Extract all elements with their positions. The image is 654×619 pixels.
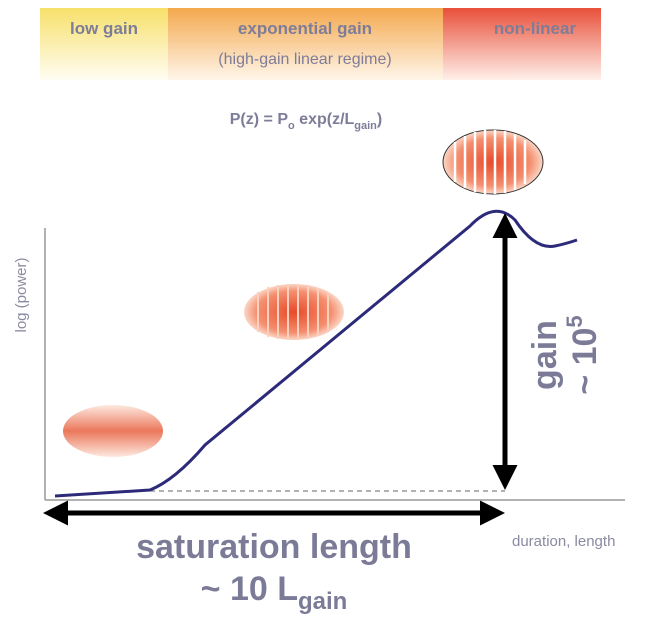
regime-label: exponential gain <box>238 19 372 38</box>
regime-label: non-linear <box>494 19 577 38</box>
regime-sublabel: (high-gain linear regime) <box>218 51 391 68</box>
formula-sub: gain <box>354 120 377 132</box>
formula-part: ) <box>377 111 382 128</box>
x-axis-label: duration, length <box>512 533 615 550</box>
gain-approx: ~ 10 <box>566 328 604 395</box>
gain-word: gain <box>526 320 564 390</box>
formula: P(z) = Po exp(z/Lgain) <box>230 111 382 132</box>
saturation-value: ~ 10 Lgain <box>201 570 348 615</box>
gain-value: ~ 105 <box>562 315 604 394</box>
band-low-gain <box>40 8 168 80</box>
saturation-title: saturation length <box>136 528 412 566</box>
pulse-saturated <box>442 129 544 195</box>
band-non-linear <box>443 8 601 80</box>
saturation-approx: ~ 10 L <box>201 570 298 608</box>
band-exponential <box>168 8 443 80</box>
y-axis-label: log (power) <box>13 257 30 332</box>
pulse-low <box>63 405 163 457</box>
formula-part: P(z) = P <box>230 111 289 128</box>
pulse-mid <box>244 284 344 340</box>
regime-label: low gain <box>70 19 138 38</box>
saturation-sub: gain <box>298 588 347 615</box>
formula-part: exp(z/L <box>295 111 355 128</box>
gain-exponent: 5 <box>562 315 587 327</box>
formula-sub: o <box>288 120 295 132</box>
